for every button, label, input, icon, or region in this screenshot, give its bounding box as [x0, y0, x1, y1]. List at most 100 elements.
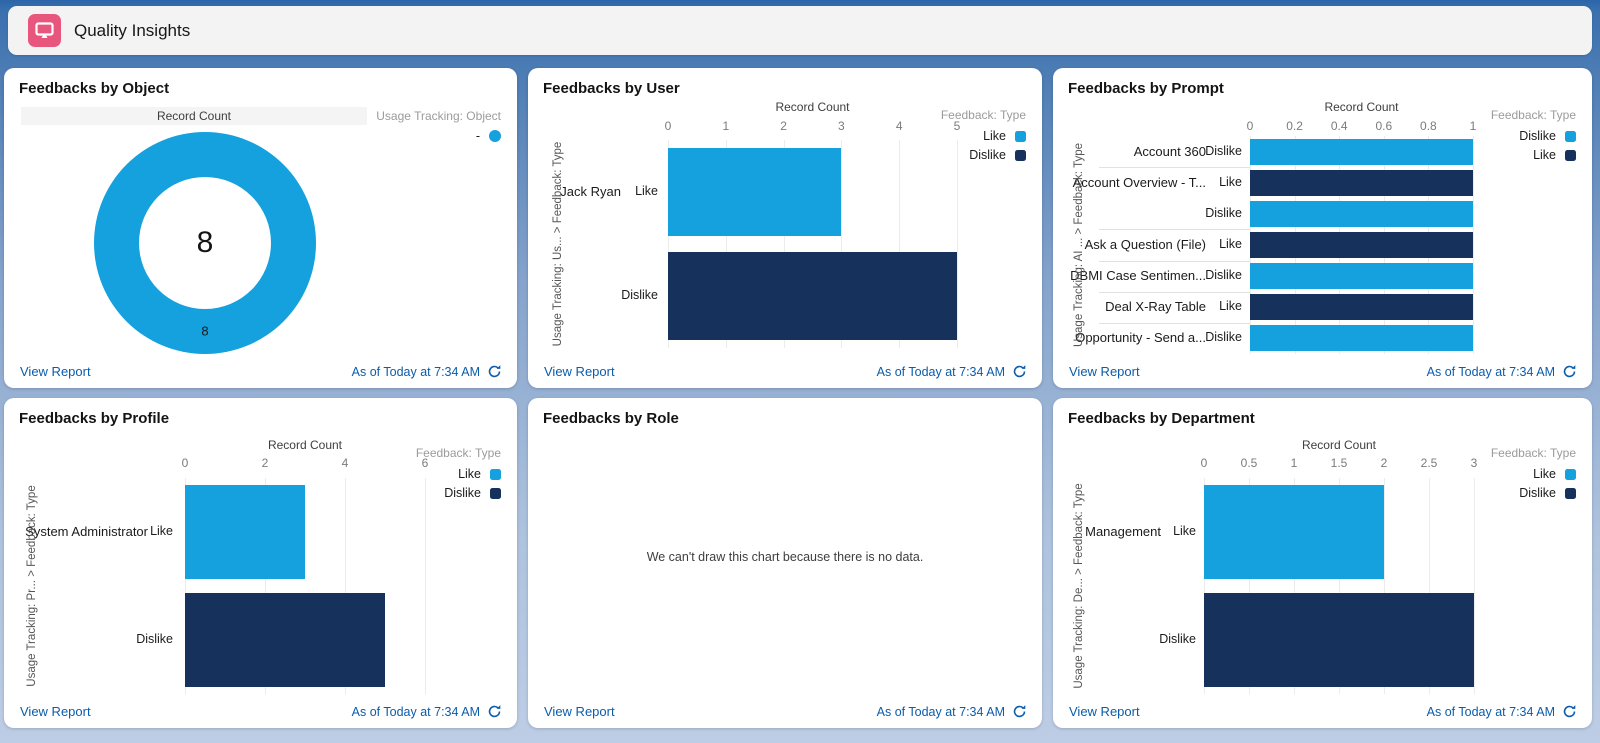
legend-swatch [1565, 130, 1576, 142]
refresh-icon[interactable] [1012, 704, 1027, 719]
gridline [1204, 478, 1205, 694]
last-refresh-timestamp: As of Today at 7:34 AM [1426, 704, 1555, 719]
panel-feedbacks-by-role: Feedbacks by Role We can't draw this cha… [528, 398, 1042, 728]
bar-dislike[interactable] [668, 252, 957, 340]
legend-swatch [1565, 468, 1576, 480]
x-axis-tick-label: 2.5 [1420, 456, 1438, 470]
x-axis-title: Record Count [1301, 438, 1377, 452]
legend-swatch [1565, 487, 1576, 499]
bar-dislike[interactable] [1250, 200, 1473, 227]
panel-title: Feedbacks by Object [19, 80, 170, 97]
series-label: Dislike [621, 288, 658, 302]
view-report-link[interactable]: View Report [544, 704, 615, 719]
gridline [425, 478, 426, 694]
gridline [725, 140, 727, 348]
series-label: Like [1219, 174, 1242, 189]
legend-item-like[interactable]: Like [1533, 467, 1576, 481]
category-label: Deal X-Ray Table [1105, 299, 1206, 315]
legend-item-label: Dislike [444, 486, 481, 500]
x-axis-title: Record Count [1324, 100, 1399, 114]
donut-total-value: 8 [196, 226, 214, 259]
bar-dislike[interactable] [1250, 263, 1473, 290]
series-label: Like [150, 524, 173, 538]
legend-item-label: Dislike [1519, 486, 1556, 500]
legend-item-dislike[interactable]: Dislike [1519, 129, 1576, 143]
refresh-icon[interactable] [487, 704, 502, 719]
legend-item-label: Dislike [1519, 129, 1556, 143]
category-separator [1099, 322, 1250, 324]
legend-item-label: Like [983, 129, 1006, 143]
bar-dislike[interactable] [185, 593, 385, 687]
gridline [1384, 478, 1385, 694]
category-separator [1099, 167, 1250, 169]
bar-dislike[interactable] [1250, 138, 1473, 165]
legend-item-like[interactable]: Like [1533, 148, 1576, 162]
last-refresh-timestamp: As of Today at 7:34 AM [876, 364, 1005, 379]
bar-like[interactable] [185, 485, 305, 579]
x-axis-tick-label: 0 [1200, 456, 1208, 470]
legend-item-dislike[interactable]: Dislike [444, 486, 501, 500]
legend-item-like[interactable]: Like [458, 467, 501, 481]
gridline [899, 140, 901, 348]
x-axis-tick-label: 2 [1380, 456, 1388, 470]
panel-feedbacks-by-user: Feedbacks by User Record Count 0 1 2 3 4 5 Jack… [528, 68, 1042, 388]
bar-chart: Record Count 0 0.5 1 1.5 2 2.5 3 Management Like D… [1053, 398, 1592, 728]
legend-item-like[interactable]: Like [983, 129, 1026, 143]
view-report-link[interactable]: View Report [1069, 704, 1140, 719]
donut-slice-value: 8 [201, 323, 209, 339]
bar-like[interactable] [668, 148, 842, 236]
bar-dislike[interactable] [1250, 325, 1473, 352]
x-axis-tick-label: 4 [895, 119, 903, 133]
series-label: Like [635, 184, 658, 198]
refresh-icon[interactable] [1562, 364, 1577, 379]
gridline [1429, 478, 1430, 694]
x-axis-tick-label: 0 [181, 456, 189, 470]
x-axis-tick-label: 1 [722, 119, 730, 133]
x-axis-tick-label: 0.4 [1330, 119, 1348, 133]
category-label: Ask a Question (File) [1084, 237, 1206, 252]
bar-chart: Record Count 0 0.2 0.4 0.6 0.8 1 Account 360 Dis… [1053, 68, 1592, 388]
gridline [185, 478, 186, 694]
chart-legend: Feedback: Type Dislike Like [1491, 108, 1576, 162]
view-report-link[interactable]: View Report [1069, 364, 1140, 379]
x-axis-tick-label: 2 [780, 119, 787, 133]
gridline [1294, 478, 1295, 694]
gridline [1474, 478, 1475, 694]
legend-swatch [1015, 130, 1026, 142]
x-axis-tick-label: 0 [1246, 119, 1254, 133]
legend-item-dislike[interactable]: Dislike [1519, 486, 1576, 500]
category-separator [1099, 260, 1250, 262]
bar-like[interactable] [1250, 169, 1473, 196]
chart-legend: Feedback: Type Like Dislike [941, 108, 1026, 162]
legend-item[interactable]: - [476, 129, 501, 143]
series-label: Dislike [1159, 632, 1196, 646]
gridline [1339, 478, 1340, 694]
bar-chart: Record Count 0 1 2 3 4 5 Jack Ryan Like Dislike Fe… [528, 68, 1042, 388]
refresh-icon[interactable] [487, 364, 502, 379]
panel-title: Feedbacks by Profile [19, 410, 170, 427]
x-axis-tick-label: 0 [664, 119, 672, 133]
x-axis-title: Record Count [267, 438, 343, 452]
bar-like[interactable] [1250, 232, 1473, 258]
view-report-link[interactable]: View Report [20, 704, 91, 719]
bar-like[interactable] [1204, 485, 1384, 579]
category-label: DBMI Case Sentimen... [1070, 268, 1206, 284]
view-report-link[interactable]: View Report [544, 364, 615, 379]
refresh-icon[interactable] [1562, 704, 1577, 719]
gridline [265, 478, 266, 694]
legend-swatch [490, 468, 501, 480]
last-refresh-timestamp: As of Today at 7:34 AM [351, 704, 480, 719]
gridline [345, 478, 346, 694]
series-label: Like [1173, 524, 1196, 538]
series-label: Dislike [1205, 143, 1242, 158]
x-axis-tick-label: 2 [261, 456, 269, 470]
last-refresh-timestamp: As of Today at 7:34 AM [351, 364, 480, 379]
bar-dislike[interactable] [1204, 593, 1474, 687]
no-data-message: We can't draw this chart because there i… [646, 550, 924, 564]
view-report-link[interactable]: View Report [20, 364, 91, 379]
bar-like[interactable] [1250, 294, 1473, 321]
refresh-icon[interactable] [1012, 364, 1027, 379]
panel-title: Feedbacks by Prompt [1068, 80, 1224, 97]
donut-slice[interactable]: 8 8 [94, 132, 316, 354]
legend-item-dislike[interactable]: Dislike [969, 148, 1026, 162]
